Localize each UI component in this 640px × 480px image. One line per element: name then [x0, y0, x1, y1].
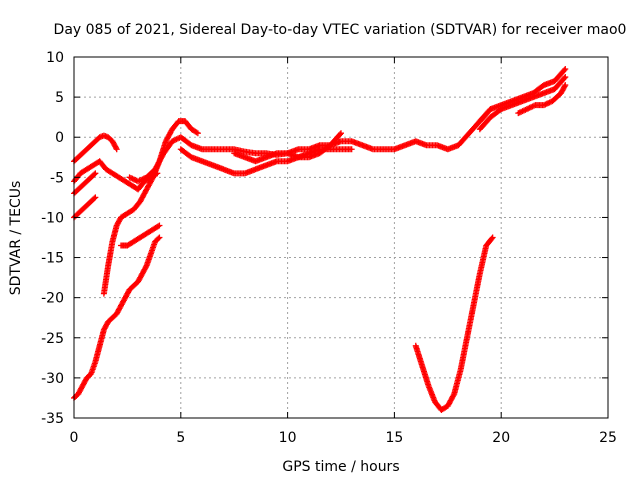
- series-arc-13: [476, 74, 569, 133]
- data-point-marker: [338, 130, 344, 137]
- trace-marker: [193, 129, 200, 136]
- trace-marker: [561, 75, 568, 82]
- y-tick-label: -30: [41, 371, 64, 387]
- series-arc-6: [71, 234, 163, 401]
- x-tick-label: 15: [385, 430, 403, 446]
- data-point-marker: [562, 66, 569, 73]
- plot-frame: [73, 56, 609, 419]
- y-axis-title: SDTVAR / TECUs: [8, 181, 24, 296]
- data-point-marker: [194, 130, 201, 137]
- y-tick-label: -15: [41, 251, 64, 267]
- trace-marker: [91, 171, 98, 178]
- grid-lines: [74, 57, 608, 418]
- trace-marker: [488, 235, 495, 242]
- series-arc-5: [100, 118, 201, 297]
- x-tick-label: 25: [599, 430, 617, 446]
- data-point-marker: [156, 234, 163, 241]
- y-tick-label: -25: [41, 331, 64, 347]
- series-arc-14: [515, 82, 569, 117]
- y-tick-label: -5: [50, 170, 64, 186]
- y-tick-label: 10: [46, 50, 64, 66]
- data-point-marker: [489, 234, 496, 241]
- series-arc-3: [71, 170, 99, 197]
- y-tick-label: -10: [41, 210, 64, 226]
- trace-marker: [142, 263, 149, 270]
- x-axis-title: GPS time / hours: [282, 459, 399, 475]
- y-tick-label: 0: [55, 130, 64, 146]
- x-tick-label: 5: [176, 430, 185, 446]
- data-point-marker: [562, 82, 569, 89]
- series-arc-4: [71, 194, 99, 221]
- trace-marker: [561, 83, 568, 90]
- trace-marker: [155, 235, 162, 242]
- y-tick-label: 5: [55, 90, 64, 106]
- data-point-marker: [156, 222, 163, 229]
- x-tick-label: 10: [279, 430, 297, 446]
- series-arc-8: [126, 106, 494, 185]
- series-arc-7: [117, 222, 163, 249]
- chart-title: Day 085 of 2021, Sidereal Day-to-day VTE…: [54, 22, 627, 38]
- series-arc-11: [412, 234, 496, 413]
- x-tick-label: 0: [70, 430, 79, 446]
- trace-marker: [337, 131, 344, 138]
- data-point-marker: [113, 146, 120, 153]
- data-point-marker: [92, 170, 99, 177]
- x-tick-label: 20: [492, 430, 510, 446]
- trace-marker: [91, 195, 98, 202]
- axis-ticks: 0 5 10 15 20 25 -35 -30 -25 -20 -15 -10 -5 0 5 10: [41, 50, 617, 446]
- trace-marker: [149, 175, 156, 182]
- data-series: [71, 66, 569, 413]
- trace-marker: [113, 144, 120, 151]
- data-point-marker: [562, 74, 569, 81]
- y-tick-label: -35: [41, 411, 64, 427]
- y-tick-label: -20: [41, 291, 64, 307]
- series-arc-10: [231, 130, 344, 165]
- trace-marker: [155, 223, 162, 230]
- trace-marker: [450, 392, 457, 399]
- data-point-marker: [348, 146, 355, 153]
- data-point-marker: [92, 194, 99, 201]
- trace-marker: [561, 67, 568, 74]
